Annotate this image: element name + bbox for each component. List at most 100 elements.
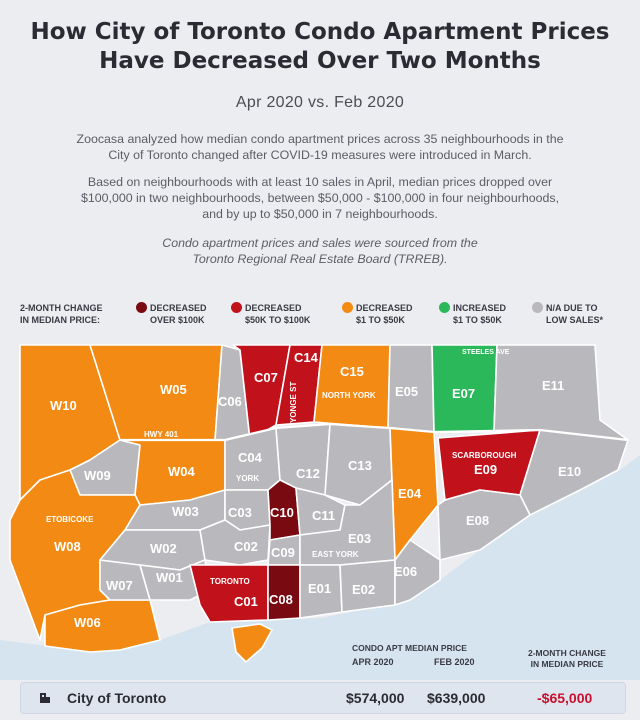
toronto-islands (231, 623, 273, 663)
apr-price: $574,000 (346, 690, 405, 706)
label-york: YORK (236, 474, 259, 483)
label-e10: E10 (558, 464, 581, 479)
label-w09: W09 (84, 468, 111, 483)
label-c09: C09 (271, 545, 295, 560)
legend-swatch (136, 302, 147, 313)
legend-swatch (342, 302, 353, 313)
legend-item-increase: INCREASED $1 TO $50K (439, 302, 507, 326)
lake-ontario (0, 455, 640, 680)
summary-header-change-line-2: IN MEDIAN PRICE (530, 659, 604, 669)
label-c01: C01 (234, 594, 258, 609)
legend-item-1-50k-decrease: DECREASED $1 TO $50K (342, 302, 413, 326)
legend-item-na: N/A DUE TO LOW SALES* (532, 302, 604, 326)
label-e05: E05 (395, 384, 418, 399)
intro-line-1: Zoocasa analyzed how median condo apartm… (76, 132, 564, 146)
page-title: How City of Toronto Condo Apartment Pric… (0, 18, 640, 76)
label-e04: E04 (398, 486, 422, 501)
label-w03: W03 (172, 504, 199, 519)
feb-price: $639,000 (427, 690, 486, 706)
legend-item-50k-100k: DECREASED $50K TO $100K (231, 302, 311, 326)
legend-label: INCREASED (453, 303, 507, 313)
region-e06 (394, 539, 441, 606)
summary-header-feb: FEB 2020 (434, 657, 475, 667)
label-w05: W05 (160, 382, 187, 397)
building-icon (40, 693, 50, 703)
region-w06 (44, 599, 161, 653)
legend-label: DECREASED (245, 303, 302, 313)
label-c15: C15 (340, 364, 364, 379)
label-c12: C12 (296, 466, 320, 481)
label-w08: W08 (54, 539, 81, 554)
label-steeles-ave: STEELES AVE (462, 349, 510, 356)
intro-paragraph: Zoocasa analyzed how median condo apartm… (30, 131, 610, 163)
title-line-1: How City of Toronto Condo Apartment Pric… (30, 19, 610, 45)
label-w04: W04 (168, 464, 196, 479)
city-summary-row: City of Toronto $574,000 $639,000 -$65,0… (20, 682, 626, 714)
findings-line-2: $100,000 in two neighbourhoods, between … (80, 191, 560, 205)
label-w01: W01 (156, 570, 183, 585)
label-etobicoke: ETOBICOKE (46, 515, 94, 524)
source-line-2: Toronto Regional Real Estate Board (TRRE… (192, 252, 448, 266)
legend-title-line-1: 2-MONTH CHANGE (20, 303, 103, 313)
summary-header-change: 2-MONTH CHANGE IN MEDIAN PRICE (528, 648, 606, 670)
summary-header-apr: APR 2020 (352, 657, 394, 667)
legend-swatch (439, 302, 450, 313)
label-e03: E03 (348, 531, 371, 546)
region-c15 (313, 344, 391, 429)
legend-swatch (231, 302, 242, 313)
findings-paragraph: Based on neighbourhoods with at least 10… (30, 174, 610, 222)
legend-sublabel: $1 TO $50K (453, 315, 502, 325)
legend-title: 2-MONTH CHANGE IN MEDIAN PRICE: (20, 302, 103, 326)
label-e11: E11 (542, 378, 564, 393)
label-c14: C14 (294, 350, 319, 365)
label-c13: C13 (348, 458, 372, 473)
label-w06: W06 (74, 615, 101, 630)
label-c06: C06 (218, 394, 242, 409)
label-e08: E08 (466, 513, 489, 528)
label-c10: C10 (270, 505, 294, 520)
label-hwy-401: HWY 401 (144, 430, 179, 439)
legend-swatch (532, 302, 543, 313)
summary-header-main: CONDO APT MEDIAN PRICE (352, 643, 467, 653)
label-w02: W02 (150, 541, 177, 556)
toronto-map: W10 W05 C06 C07 C14 C15 E05 E07 E11 W09 … (0, 344, 640, 680)
subtitle: Apr 2020 vs. Feb 2020 (235, 94, 405, 111)
label-e09: E09 (474, 462, 497, 477)
label-east-york: EAST YORK (312, 550, 359, 559)
map-legend: 2-MONTH CHANGE IN MEDIAN PRICE: DECREASE… (0, 299, 640, 329)
city-name: City of Toronto (67, 690, 167, 706)
label-yonge-st: YONGE ST (289, 382, 298, 423)
legend-sublabel: OVER $100K (150, 315, 205, 325)
legend-item-over-100k: DECREASED OVER $100K (136, 302, 207, 326)
label-w07: W07 (106, 578, 133, 593)
label-e06: E06 (394, 564, 417, 579)
price-change: -$65,000 (537, 690, 593, 706)
source-line-1: Condo apartment prices and sales were so… (162, 236, 478, 250)
label-c11: C11 (312, 508, 335, 523)
hwy-401-line (120, 422, 629, 442)
legend-label: N/A DUE TO (546, 303, 598, 313)
label-scarborough: SCARBOROUGH (452, 451, 517, 460)
label-c03: C03 (228, 505, 252, 520)
label-toronto: TORONTO (210, 577, 250, 586)
label-c04: C04 (238, 450, 263, 465)
findings-line-1: Based on neighbourhoods with at least 10… (87, 175, 553, 189)
label-e02: E02 (352, 582, 375, 597)
label-w10: W10 (50, 398, 77, 413)
findings-line-3: and by up to $50,000 in 7 neighbourhoods… (202, 207, 438, 221)
label-e01: E01 (308, 581, 331, 596)
label-e07: E07 (452, 386, 475, 401)
legend-label: DECREASED (150, 303, 207, 313)
label-c02: C02 (234, 539, 258, 554)
legend-sublabel: LOW SALES* (546, 315, 604, 325)
legend-sublabel: $50K TO $100K (245, 315, 311, 325)
label-north-york: NORTH YORK (322, 391, 376, 400)
legend-title-line-2: IN MEDIAN PRICE: (20, 315, 101, 325)
summary-header-change-line-1: 2-MONTH CHANGE (528, 648, 606, 658)
intro-line-2: City of Toronto changed after COVID-19 m… (108, 148, 532, 162)
region-e08 (437, 489, 531, 561)
legend-label: DECREASED (356, 303, 413, 313)
legend-sublabel: $1 TO $50K (356, 315, 405, 325)
title-line-2: Have Decreased Over Two Months (99, 48, 541, 74)
source-note: Condo apartment prices and sales were so… (30, 235, 610, 267)
